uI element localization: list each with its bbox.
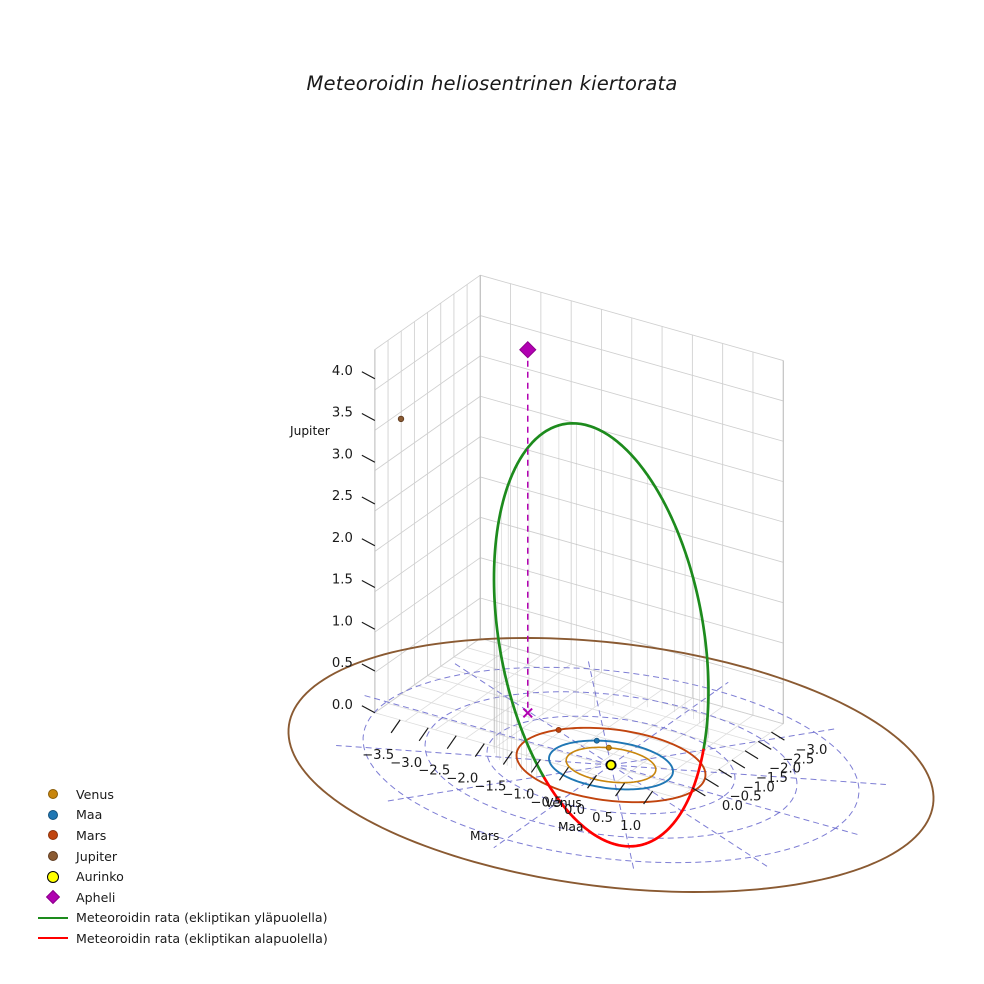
- circle-marker-icon: [30, 809, 76, 820]
- legend-item-venus[interactable]: Venus: [30, 784, 360, 805]
- axis-tick-label: 0.5: [592, 811, 613, 826]
- axis-tick-label: −1.5: [756, 771, 788, 786]
- legend-item-mars[interactable]: Mars: [30, 825, 360, 846]
- legend-item-meteoroidin[interactable]: Meteoroidin rata (ekliptikan yläpuolella…: [30, 908, 360, 929]
- legend-item-maa[interactable]: Maa: [30, 805, 360, 826]
- axis-tick-label: 0.0: [332, 698, 353, 713]
- legend-item-label: Aurinko: [76, 869, 124, 885]
- axis-tick-label: −3.0: [390, 756, 422, 771]
- jupiter-label: Jupiter: [289, 424, 331, 438]
- apheli-projection-marker: [522, 707, 533, 719]
- jupiter-marker: [397, 415, 405, 423]
- legend-item-label: Meteoroidin rata (ekliptikan alapuolella…: [76, 930, 328, 946]
- venus-label: Venus: [545, 796, 582, 810]
- circle-marker-icon: [30, 870, 76, 883]
- axis-tick-label: 1.5: [332, 573, 353, 588]
- legend-item-aurinko[interactable]: Aurinko: [30, 866, 360, 887]
- mars-label: Mars: [470, 829, 499, 843]
- axis-tick-label: −3.0: [795, 743, 827, 758]
- maa-marker: [593, 737, 600, 744]
- body-markers: [397, 340, 617, 771]
- axis-tick-label: 2.0: [332, 531, 353, 546]
- jupiter-rata: [287, 637, 935, 893]
- axis-tick-label: −2.0: [446, 772, 478, 787]
- diamond-marker-icon: [30, 890, 76, 905]
- axis-tick-label: 0.5: [332, 656, 353, 671]
- axis-tick-label: −3.5: [362, 748, 394, 763]
- axis-tick-label: −2.0: [769, 762, 801, 777]
- axis-tick-label: 1.0: [620, 819, 641, 834]
- page-title: Meteoroidin heliosentrinen kiertorata: [306, 72, 678, 95]
- legend-item-label: Apheli: [76, 889, 116, 905]
- line-key-icon: [30, 937, 76, 940]
- axis-tick-label: −2.5: [782, 752, 814, 767]
- axis-tick-label: −1.0: [502, 787, 534, 802]
- venus-rata: [565, 746, 657, 784]
- axis-tick-label: 0.0: [564, 803, 585, 818]
- axis-tick-label: −1.0: [743, 780, 775, 795]
- line-key-icon: [30, 916, 76, 919]
- axis-tick-label: −0.5: [530, 795, 562, 810]
- axis-tick-label: 3.5: [332, 406, 353, 421]
- circle-marker-icon: [30, 851, 76, 862]
- body-annotations: Jupiter Venus Maa Mars: [289, 424, 583, 843]
- aurinko-marker: [605, 759, 617, 771]
- circle-marker-icon: [30, 830, 76, 841]
- legend-item-meteoroidin[interactable]: Meteoroidin rata (ekliptikan alapuolella…: [30, 928, 360, 949]
- orbit-drop-stems: [493, 423, 709, 777]
- axis-tick-label: 0.0: [722, 799, 743, 814]
- axis-tick-label: −0.5: [730, 790, 762, 805]
- apheli-marker: [519, 340, 537, 359]
- axis-tick-label: 1.0: [332, 614, 353, 629]
- jupiter-orbit-path: [287, 637, 935, 893]
- venus-marker: [605, 744, 612, 751]
- axis-ticks: −3.5−3.0−2.5−2.0−1.5−1.0−0.50.00.51.0−3.…: [332, 364, 828, 834]
- legend-item-label: Jupiter: [76, 848, 118, 864]
- legend-item-label: Meteoroidin rata (ekliptikan yläpuolella…: [76, 910, 328, 926]
- maa-label: Maa: [558, 820, 583, 834]
- axis-tick-label: −1.5: [474, 780, 506, 795]
- legend: Venus Maa Mars Jupiter Aurinko Apheli Meteoroi…: [30, 784, 360, 949]
- meteoroid-orbit-path: [492, 421, 710, 848]
- circle-marker-icon: [30, 789, 76, 800]
- axis-tick-label: 2.5: [332, 489, 353, 504]
- axis-tick-label: −2.5: [418, 764, 450, 779]
- legend-item-label: Venus: [76, 786, 114, 802]
- legend-item-apheli[interactable]: Apheli: [30, 887, 360, 908]
- axis-tick-label: 3.0: [332, 447, 353, 462]
- axis-tick-label: 4.0: [332, 364, 353, 379]
- legend-item-label: Maa: [76, 807, 103, 823]
- legend-item-jupiter[interactable]: Jupiter: [30, 846, 360, 867]
- mars-marker: [555, 726, 562, 733]
- maa-rata: [548, 739, 674, 791]
- legend-item-label: Mars: [76, 827, 107, 843]
